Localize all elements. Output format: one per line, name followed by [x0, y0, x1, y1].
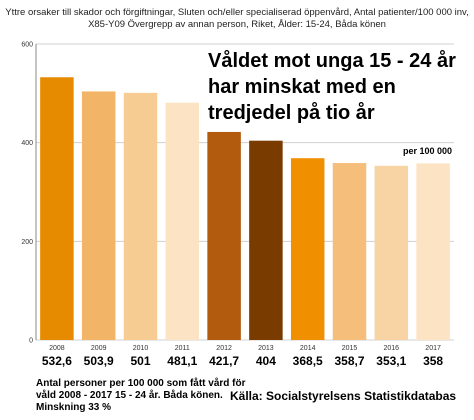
value-label: 358	[423, 354, 443, 368]
chart-subtitle: Yttre orsaker till skador och förgiftnin…	[5, 7, 469, 30]
bar-2014	[290, 158, 325, 340]
bar-2009	[81, 91, 116, 340]
y-tick-label: 600	[21, 42, 33, 49]
bar-2016	[374, 165, 409, 340]
x-tick-label: 2015	[342, 345, 358, 352]
value-label: 481,1	[167, 354, 197, 368]
value-labels: 532,6 503,9 501 481,1 421,7 404 368,5 358,7 353,…	[42, 354, 444, 368]
source-label: Källa: Socialstyrelsens Statistikdatabas	[230, 389, 457, 403]
bar-2013	[249, 140, 283, 340]
x-tick-label: 2008	[49, 345, 65, 352]
unit-label: per 100 000	[403, 146, 453, 156]
y-axis-ticks: 0 200 400 600	[21, 42, 33, 345]
value-label: 353,1	[376, 354, 406, 368]
bar-2008	[40, 77, 74, 340]
value-label: 501	[130, 354, 150, 368]
footnote: Antal personer per 100 000 som fått vård…	[36, 378, 246, 413]
x-tick-label: 2012	[216, 345, 232, 352]
bar-2012	[207, 131, 241, 340]
x-tick-label: 2013	[258, 345, 274, 352]
bars	[40, 77, 450, 340]
bar-2017	[416, 163, 450, 340]
value-label: 404	[256, 354, 276, 368]
value-label: 503,9	[84, 354, 114, 368]
y-tick-label: 0	[29, 338, 33, 345]
bar-2011	[165, 102, 200, 340]
y-tick-label: 200	[21, 239, 33, 246]
x-tick-label: 2009	[91, 345, 107, 352]
value-label: 532,6	[42, 354, 72, 368]
bar-2015	[332, 163, 367, 340]
x-tick-label: 2017	[425, 345, 441, 352]
x-tick-label: 2011	[175, 345, 190, 352]
y-tick-label: 400	[21, 140, 33, 147]
value-label: 368,5	[293, 354, 323, 368]
bar-2010	[123, 92, 158, 340]
value-label: 421,7	[209, 354, 239, 368]
headline-annotation: Våldet mot unga 15 - 24 år har minskat m…	[208, 50, 456, 124]
x-tick-label: 2010	[133, 345, 149, 352]
value-label: 358,7	[334, 354, 364, 368]
x-axis-labels: 2008 2009 2010 2011 2012 2013 2014 2015 2016 2017	[49, 345, 441, 352]
x-tick-label: 2014	[300, 345, 316, 352]
x-tick-label: 2016	[384, 345, 400, 352]
